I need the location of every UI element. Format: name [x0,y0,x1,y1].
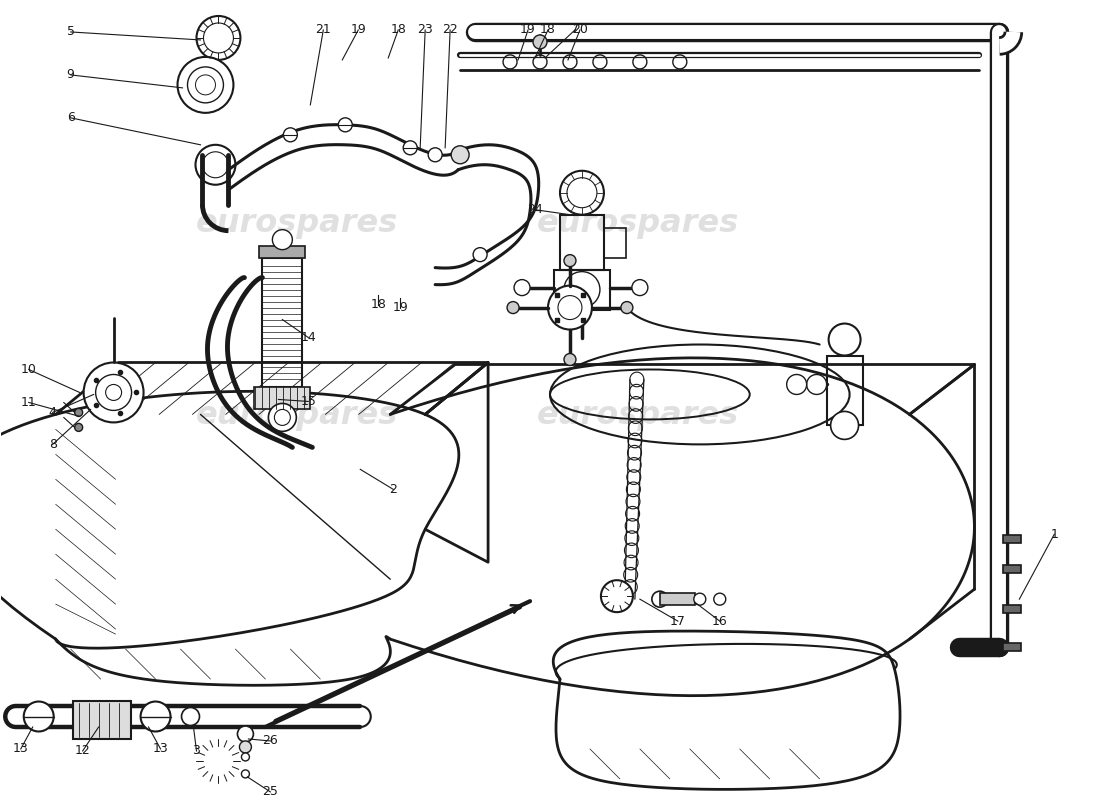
Text: 7: 7 [571,23,579,37]
Circle shape [274,410,290,426]
Circle shape [828,323,860,355]
Text: 18: 18 [390,23,406,37]
Bar [604,228,626,258]
Circle shape [601,580,632,612]
Text: eurospares: eurospares [537,400,739,431]
Text: 17: 17 [670,614,685,628]
Text: 18: 18 [540,23,556,37]
Text: 4: 4 [48,406,56,419]
Text: 22: 22 [442,23,458,37]
Circle shape [182,707,199,726]
Circle shape [187,67,223,103]
Circle shape [560,170,604,214]
Circle shape [558,295,582,319]
Circle shape [473,248,487,262]
Bar [826,355,862,426]
Text: 5: 5 [67,26,75,38]
Text: 11: 11 [21,396,36,409]
Text: 19: 19 [393,301,408,314]
Circle shape [75,409,82,417]
Circle shape [241,770,250,778]
Bar [1003,535,1021,543]
Circle shape [96,374,132,410]
Circle shape [694,593,706,605]
Text: eurospares: eurospares [196,208,398,239]
Circle shape [240,741,252,753]
Circle shape [564,354,576,366]
Circle shape [204,23,233,53]
Circle shape [106,385,122,401]
Bar [660,593,695,605]
Text: 10: 10 [21,363,36,376]
Text: 13: 13 [153,742,168,755]
Circle shape [75,423,82,431]
Circle shape [268,403,296,431]
Circle shape [534,35,547,49]
Circle shape [84,362,144,422]
Bar [1003,566,1021,574]
Circle shape [241,753,250,761]
Text: 15: 15 [300,395,317,408]
Text: 19: 19 [351,23,366,37]
Text: 8: 8 [48,438,57,451]
Circle shape [830,411,859,439]
Text: 12: 12 [75,745,90,758]
Bar [560,214,604,270]
Text: 9: 9 [67,68,75,82]
Circle shape [273,230,293,250]
Circle shape [196,145,235,185]
Text: 21: 21 [316,23,331,37]
Circle shape [24,702,54,731]
Circle shape [339,118,352,132]
Circle shape [566,178,597,208]
Text: 14: 14 [300,331,316,344]
Bar [254,387,310,410]
Circle shape [284,128,297,142]
Circle shape [451,146,469,164]
Circle shape [514,280,530,295]
Bar [1003,643,1021,651]
Text: 23: 23 [417,23,433,37]
Circle shape [197,16,241,60]
Text: 26: 26 [263,734,278,747]
Circle shape [202,152,229,178]
Circle shape [806,374,826,394]
Circle shape [786,374,806,394]
Text: 24: 24 [527,203,543,216]
Bar [260,246,306,258]
Circle shape [564,272,600,307]
Text: 18: 18 [371,298,386,311]
Circle shape [238,726,253,742]
Circle shape [404,141,417,154]
Text: eurospares: eurospares [537,208,739,239]
Text: 6: 6 [67,111,75,124]
Text: eurospares: eurospares [196,400,398,431]
Bar [263,258,302,387]
Circle shape [564,254,576,266]
Circle shape [177,57,233,113]
Bar [554,270,609,310]
Text: 3: 3 [192,745,200,758]
Circle shape [428,148,442,162]
Text: 16: 16 [712,614,727,628]
Bar [1003,605,1021,613]
Circle shape [196,75,216,95]
Circle shape [141,702,170,731]
Text: 13: 13 [13,742,29,755]
Circle shape [620,302,632,314]
Text: 25: 25 [263,786,278,798]
Text: 2: 2 [389,483,397,496]
Circle shape [652,591,668,607]
Text: 20: 20 [572,23,587,37]
Text: 1: 1 [1050,528,1058,541]
Circle shape [507,302,519,314]
Bar [73,701,131,739]
Text: 19: 19 [520,23,536,37]
Circle shape [714,593,726,605]
Circle shape [548,286,592,330]
Circle shape [631,280,648,295]
